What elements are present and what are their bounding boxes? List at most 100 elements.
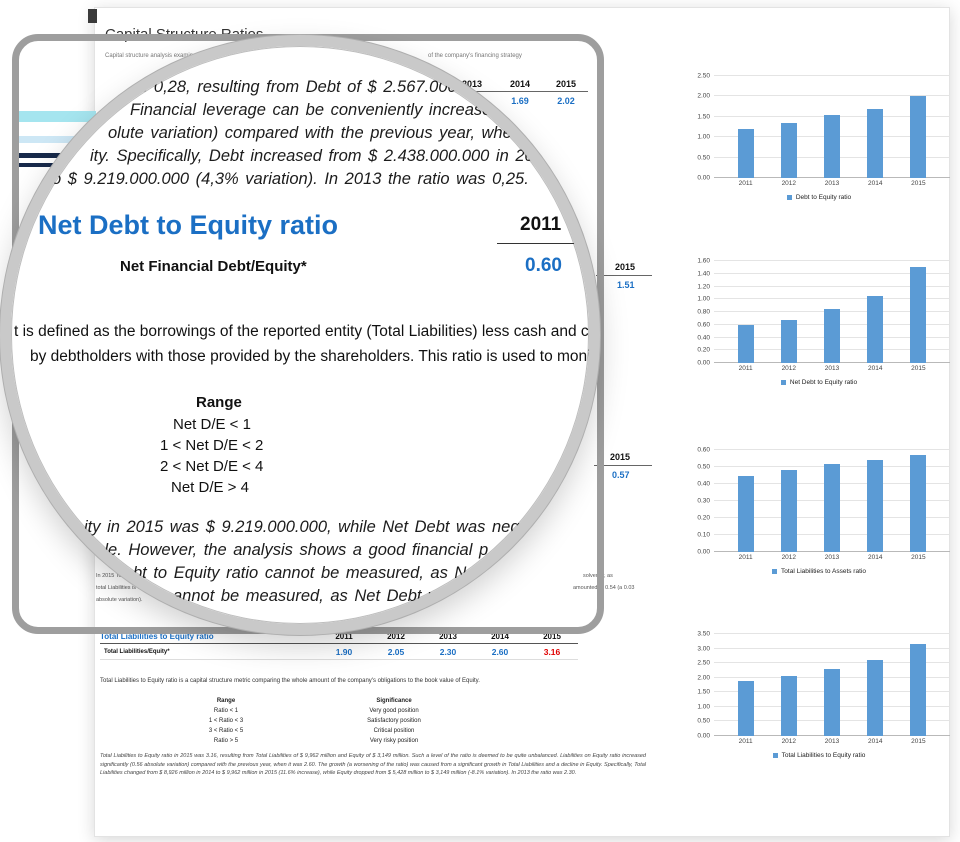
chart-legend: Total Liabilities to Assets ratio xyxy=(688,568,950,575)
bar xyxy=(867,296,884,363)
range-cell: Ratio > 5 xyxy=(213,738,239,744)
bar xyxy=(780,676,797,736)
legend-swatch-icon xyxy=(780,380,786,385)
significance-header: Significance xyxy=(376,698,412,704)
section-year: 2011 xyxy=(520,214,562,235)
legend-swatch-icon xyxy=(786,195,792,200)
top-table-year: 2013 xyxy=(461,79,483,89)
bar xyxy=(867,460,884,552)
magnified-text: able. However, the analysis shows a good… xyxy=(86,541,489,559)
range-header: Range xyxy=(216,698,236,704)
chart-liabilities-to-assets: 0.00 0.10 0.20 0.30 0.40 0.50 0.60 2011 2012 201… xyxy=(688,446,950,575)
magnified-text: ity. Specifically, Debt increased from $… xyxy=(90,147,600,165)
bar xyxy=(737,680,754,736)
liabilities-equity-table: Total Liabilities to Equity ratio 2011 2… xyxy=(100,632,578,660)
x-axis-labels: 2011 2012 2013 2014 2015 xyxy=(738,365,926,372)
range-row: Net D/E > 4 xyxy=(171,479,249,496)
legend-label: Total Liabilities to Equity ratio xyxy=(781,752,866,759)
range-cell: Ratio < 1 xyxy=(213,708,239,714)
metric-label: Net Financial Debt/Equity* xyxy=(120,258,307,275)
bar xyxy=(823,668,840,736)
magnified-text: annot be measured, as Net Debt was xyxy=(173,587,458,605)
y-axis-labels: 0.00 0.10 0.20 0.30 0.40 0.50 0.60 xyxy=(697,446,710,556)
net-debt-year: 2015 xyxy=(615,262,636,272)
fine-print-fragment: absolute variation). xyxy=(96,597,143,603)
top-table-year: 2014 xyxy=(509,79,531,89)
range-cell: 1 < Ratio < 3 xyxy=(208,718,244,724)
section-heading: Net Debt to Equity ratio xyxy=(38,210,339,240)
y-axis-labels: 0.00 0.50 1.00 1.50 2.00 2.50 3.00 3.50 xyxy=(697,630,710,740)
decoration-bars xyxy=(16,163,57,167)
plot-area xyxy=(714,260,950,363)
magnified-text: was 0,28, resulting from Debt of $ 2.567… xyxy=(118,78,489,96)
bar xyxy=(910,455,927,552)
definition-text: t is defined as the borrowings of the re… xyxy=(14,323,600,340)
page-subtitle-left: Capital structure analysis examines the … xyxy=(105,53,231,59)
bar xyxy=(867,109,884,178)
chart-liabilities-to-equity: 0.00 0.50 1.00 1.50 2.00 2.50 3.00 3.50 2011 201… xyxy=(688,630,950,759)
table-value: 2.05 xyxy=(387,647,405,657)
bar xyxy=(737,324,754,363)
bar xyxy=(780,122,797,178)
plot-area xyxy=(714,449,950,552)
y-axis-labels: 0.00 0.50 1.00 1.50 2.00 2.50 xyxy=(697,72,710,182)
top-table-year: 2015 xyxy=(555,79,577,89)
bar xyxy=(910,266,927,363)
significance-cell: Critical position xyxy=(373,728,415,734)
table-year: 2011 xyxy=(335,632,353,641)
table-value: 2.30 xyxy=(439,647,457,657)
plot-area xyxy=(714,75,950,178)
table-row: 3 < Ratio < 5 Critical position xyxy=(148,726,484,736)
table-value-alert: 3.16 xyxy=(543,647,561,657)
chart-legend: Net Debt to Equity ratio xyxy=(688,379,950,386)
magnifier-lens: was 0,28, resulting from Debt of $ 2.567… xyxy=(0,35,600,635)
page-subtitle-right: of the company's financing strategy xyxy=(428,53,522,59)
legend-label: Net Debt to Equity ratio xyxy=(789,379,858,386)
top-table-value: 2.02 xyxy=(557,96,575,106)
top-table-value: 1.69 xyxy=(511,96,529,106)
table-value: 2.60 xyxy=(491,647,509,657)
magnified-text: o $ 9.219.000.000 (4,3% variation). In 2… xyxy=(52,170,529,188)
x-axis-labels: 2011 2012 2013 2014 2015 xyxy=(738,180,926,187)
net-debt-value: 1.51 xyxy=(617,280,635,290)
table-year: 2013 xyxy=(439,632,457,641)
bar xyxy=(823,114,840,178)
row-label: Total Liabilities/Equity* xyxy=(104,649,170,655)
decoration-bars xyxy=(16,111,96,122)
bar-series xyxy=(714,261,950,363)
legend-swatch-icon xyxy=(772,569,778,574)
plot-area xyxy=(714,633,950,736)
range-cell: 3 < Ratio < 5 xyxy=(208,728,244,734)
bar xyxy=(910,95,927,178)
y-axis-labels: 0.00 0.20 0.40 0.60 0.80 1.00 1.20 1.40 1.60 xyxy=(697,257,710,367)
range-row: Net D/E < 1 xyxy=(173,416,251,433)
range-row: 2 < Net D/E < 4 xyxy=(160,458,264,475)
fine-print-fragment: total Liabilities is covered by xyxy=(96,585,165,591)
table-rule xyxy=(596,275,652,276)
liab-assets-year: 2015 xyxy=(610,452,631,462)
legend-swatch-icon xyxy=(772,753,778,758)
table-rule xyxy=(594,465,652,466)
table-row: Total Liabilities/Equity* 1.90 2.05 2.30… xyxy=(100,644,578,660)
x-axis-labels: 2011 2012 2013 2014 2015 xyxy=(738,554,926,561)
magnified-text: olute variation) compared with the previ… xyxy=(108,124,572,142)
bar xyxy=(737,129,754,178)
range-row: 1 < Net D/E < 2 xyxy=(160,437,264,454)
bar xyxy=(780,319,797,363)
bar-series xyxy=(714,76,950,178)
chart-net-debt-to-equity: 0.00 0.20 0.40 0.60 0.80 1.00 1.20 1.40 1.60 201… xyxy=(688,257,950,386)
range-significance-table: Range Significance Ratio < 1 Very good p… xyxy=(148,696,484,746)
bar xyxy=(867,660,884,736)
legend-label: Debt to Equity ratio xyxy=(795,194,852,201)
fine-print-fragment: In 2015 Total Liab xyxy=(96,573,140,579)
chart-debt-to-equity: 0.00 0.50 1.00 1.50 2.00 2.50 2011 2012 2013 201… xyxy=(688,72,950,201)
chart-legend: Total Liabilities to Equity ratio xyxy=(688,752,950,759)
table-year: 2012 xyxy=(387,632,405,641)
decoration-mark xyxy=(88,9,97,23)
metric-value: 0.60 xyxy=(525,255,562,276)
chart-legend: Debt to Equity ratio xyxy=(688,194,950,201)
significance-cell: Very good position xyxy=(369,708,419,714)
bar-series xyxy=(714,450,950,552)
magnified-text: bt to Equity ratio cannot be measured, a… xyxy=(133,564,476,582)
